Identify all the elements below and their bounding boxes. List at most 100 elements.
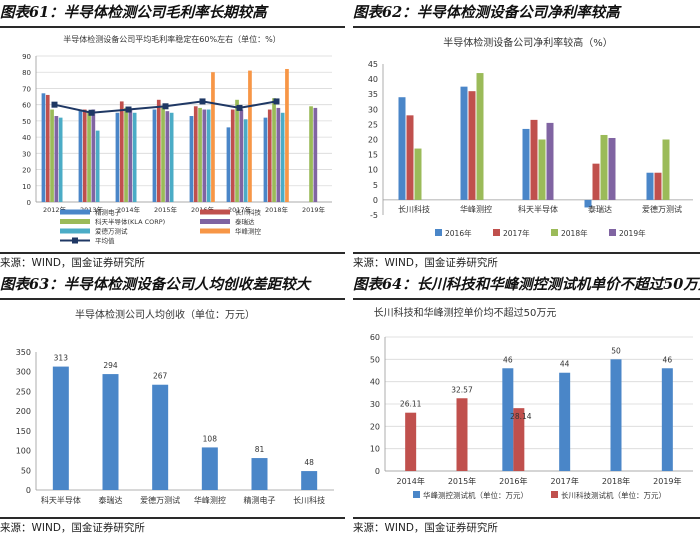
x-tick-label: 2018年 <box>602 476 630 486</box>
bar <box>45 94 50 202</box>
bar <box>152 384 169 490</box>
x-tick-label: 长川科技 <box>398 204 430 214</box>
y-tick-label: 15 <box>368 151 378 160</box>
bar <box>226 127 231 202</box>
x-tick-label: 2014年 <box>117 205 141 214</box>
bar <box>398 97 406 200</box>
bar <box>211 72 215 202</box>
x-tick-label: 2019年 <box>302 205 326 214</box>
y-tick-label: 30 <box>22 150 31 158</box>
y-tick-label: 40 <box>368 75 378 84</box>
legend-swatch <box>493 229 500 236</box>
bar <box>405 412 417 471</box>
y-tick-label: 0 <box>26 486 31 495</box>
x-tick-label: 2013年 <box>80 205 104 214</box>
legend-swatch <box>60 219 90 224</box>
bar <box>124 107 128 202</box>
bar <box>285 68 289 202</box>
y-tick-label: 70 <box>22 85 31 93</box>
y-tick-label: 40 <box>22 134 31 142</box>
bar <box>50 109 54 202</box>
y-tick-label: 300 <box>16 368 31 377</box>
figure-64-chart: 长川科技和华峰测控单价均不超过50万元 0 10 20 30 40 50 60 26.11 201… <box>370 306 693 500</box>
figure-63-panel: 图表63：半导体检测设备公司人均创收差距较大 半导体检测公司人均创收（单位：万元… <box>0 272 345 538</box>
legend-label: 2018年 <box>561 228 588 238</box>
bar <box>301 471 318 490</box>
y-tick-label: 0 <box>375 467 380 476</box>
bar <box>165 111 170 202</box>
bar <box>263 117 268 202</box>
average-marker <box>51 101 58 108</box>
legend-label: 泰瑞达 <box>235 217 255 226</box>
bar <box>546 122 554 200</box>
chart-title: 长川科技和华峰测控单价均不超过50万元 <box>374 306 557 319</box>
y-tick-label: 60 <box>22 102 31 110</box>
figure-63-source: 来源：WIND，国金证券研究所 <box>0 522 145 534</box>
chart-title: 半导体检测设备公司平均毛利率稳定在60%左右（单位：%） <box>63 34 280 44</box>
bar <box>272 98 276 202</box>
legend-swatch <box>200 228 230 234</box>
bar <box>592 163 600 200</box>
y-tick-label: 80 <box>22 69 31 77</box>
bar <box>468 91 476 200</box>
figure-61-header: 图表61：半导体检测公司毛利率长期较高 <box>0 0 345 28</box>
bar <box>152 109 157 202</box>
bar <box>276 107 281 202</box>
bar <box>41 93 46 202</box>
x-tick-label: 华峰测控 <box>460 204 492 214</box>
figure-63-chart: 半导体检测公司人均创收（单位：万元） 0 50 100 150 200 250 300 350 3… <box>16 308 334 505</box>
x-tick-label: 长川科技 <box>293 495 325 505</box>
x-tick-label: 爱德万测试 <box>642 204 682 214</box>
average-marker <box>88 109 95 116</box>
bar <box>115 112 120 202</box>
y-tick-label: 90 <box>22 53 31 61</box>
y-tick-label: 10 <box>22 183 31 191</box>
figure-62-source-rule <box>353 252 700 254</box>
bar <box>206 109 211 202</box>
bar <box>82 109 87 202</box>
x-tick-label: 泰瑞达 <box>588 204 612 214</box>
bar <box>662 139 670 200</box>
bar <box>646 172 654 200</box>
x-tick-label: 2015年 <box>448 476 476 486</box>
bar <box>161 106 165 202</box>
y-tick-label: 20 <box>370 422 380 431</box>
bar <box>502 368 514 471</box>
y-tick-label: 350 <box>16 348 31 357</box>
bar <box>239 109 244 202</box>
data-label: 46 <box>663 355 673 364</box>
legend-label: 精测电子 <box>95 208 122 217</box>
data-label: 48 <box>304 458 314 467</box>
legend-label: 长川科技测试机（单位：万元） <box>561 490 666 500</box>
bar <box>313 107 318 202</box>
average-marker <box>199 98 206 105</box>
x-tick-label: 华峰测控 <box>194 495 226 505</box>
bar <box>156 99 161 202</box>
y-tick-label: 45 <box>368 60 378 69</box>
data-label: 46 <box>503 355 513 364</box>
bar <box>530 119 538 200</box>
bar <box>119 101 124 202</box>
bar <box>54 116 59 202</box>
bar <box>52 366 69 490</box>
bar <box>95 130 100 202</box>
x-tick-label: 2012年 <box>43 205 67 214</box>
legend-label: 2016年 <box>445 228 472 238</box>
bar <box>661 368 673 471</box>
average-marker <box>236 104 243 111</box>
bar <box>608 137 616 200</box>
bar <box>414 148 422 200</box>
bar <box>559 372 571 471</box>
figure-64-source: 来源：WIND，国金证券研究所 <box>353 522 498 534</box>
x-tick-label: 爱德万测试 <box>140 495 180 505</box>
bar <box>91 109 96 202</box>
data-label: 81 <box>255 445 265 454</box>
data-label: 294 <box>103 361 118 370</box>
figure-63-source-rule <box>0 517 345 519</box>
average-marker <box>162 103 169 110</box>
figure-62-source: 来源：WIND，国金证券研究所 <box>353 257 498 269</box>
data-label: 26.11 <box>400 400 422 409</box>
data-label: 50 <box>611 346 621 355</box>
legend-swatch <box>200 219 230 224</box>
y-tick-label: 30 <box>368 105 378 114</box>
